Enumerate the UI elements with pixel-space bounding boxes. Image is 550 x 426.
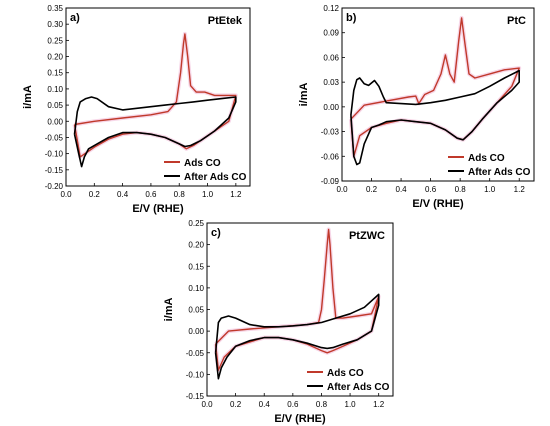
x-tick-label: 0.6 xyxy=(145,190,157,199)
y-tick-label: 0.30 xyxy=(47,20,63,29)
plot-frame xyxy=(341,7,535,182)
x-tick-label: 0.0 xyxy=(60,190,72,199)
series-glow xyxy=(213,227,381,373)
legend-entry: After Ads CO xyxy=(468,167,531,178)
panel-title: PtEtek xyxy=(208,15,243,27)
series-glow xyxy=(72,31,238,159)
y-tick-label: 0.35 xyxy=(47,4,63,13)
y-tick-label: 0.06 xyxy=(323,53,339,62)
panel-c: -0.15 -0.10 -0.05 0.00 0.05 0.10 0.15 0.20 0.25 0… xyxy=(163,219,394,425)
x-tick-label: 1.2 xyxy=(373,400,385,409)
x-tick-label: 0.0 xyxy=(201,400,213,409)
panel-title: PtC xyxy=(507,15,526,27)
plot-frame xyxy=(206,222,394,397)
x-tick-label: 0.6 xyxy=(425,185,437,194)
y-tick-label: 0.20 xyxy=(188,241,204,250)
series-line-ads-co xyxy=(214,228,380,371)
y-axis-label: i/mA xyxy=(163,298,175,322)
panel-b: -0.09 -0.06 -0.03 0.00 0.03 0.06 0.09 0.12 0.0 0.… xyxy=(298,4,535,210)
y-tick-label: 0.05 xyxy=(188,306,204,315)
y-tick-label: -0.06 xyxy=(321,152,340,161)
y-tick-label: 0.15 xyxy=(47,69,63,78)
y-tick-label: -0.05 xyxy=(45,133,64,142)
legend-entry: After Ads CO xyxy=(184,172,247,183)
plot-frame xyxy=(65,7,251,187)
y-tick-label: 0.15 xyxy=(188,262,204,271)
y-tick-label: 0.00 xyxy=(323,103,339,112)
y-tick-label: -0.03 xyxy=(321,128,340,137)
x-tick-label: 0.6 xyxy=(287,400,299,409)
panel-title: PtZWC xyxy=(349,230,385,242)
x-tick-label: 0.2 xyxy=(366,185,378,194)
x-axis-label: E/V (RHE) xyxy=(412,198,464,210)
y-tick-label: -0.15 xyxy=(45,166,64,175)
x-tick-label: 0.8 xyxy=(455,185,467,194)
x-tick-label: 0.8 xyxy=(316,400,328,409)
legend-entry: After Ads CO xyxy=(327,382,390,393)
panel-label: c) xyxy=(211,227,221,239)
series-line-after-ads-co xyxy=(350,69,521,166)
y-tick-label: 0.03 xyxy=(323,78,339,87)
y-tick-label: -0.20 xyxy=(45,182,64,191)
panel-label: a) xyxy=(70,12,80,24)
legend-entry: Ads CO xyxy=(327,368,364,379)
y-tick-label: -0.10 xyxy=(45,150,64,159)
x-axis-label: E/V (RHE) xyxy=(132,203,184,215)
x-tick-label: 0.4 xyxy=(117,190,129,199)
y-tick-label: 0.12 xyxy=(323,4,339,13)
y-tick-label: -0.10 xyxy=(186,370,205,379)
y-tick-label: 0.25 xyxy=(47,36,63,45)
y-axis-label: i/mA xyxy=(298,83,310,107)
y-tick-label: -0.09 xyxy=(321,177,340,186)
y-tick-label: -0.15 xyxy=(186,392,205,401)
x-tick-label: 0.4 xyxy=(259,400,271,409)
y-tick-label: 0.09 xyxy=(323,29,339,38)
panel-label: b) xyxy=(346,12,357,24)
x-tick-label: 1.0 xyxy=(484,185,496,194)
y-tick-label: 0.00 xyxy=(188,327,204,336)
x-tick-label: 1.0 xyxy=(202,190,214,199)
legend-entry: Ads CO xyxy=(184,158,221,169)
legend-entry: Ads CO xyxy=(468,153,505,164)
x-tick-label: 1.2 xyxy=(514,185,526,194)
panel-a: -0.20-0.15-0.10-0.050.000.050.100.150.20… xyxy=(22,4,251,215)
series-line-after-ads-co xyxy=(73,96,237,168)
x-tick-label: 0.8 xyxy=(174,190,186,199)
y-axis-label: i/mA xyxy=(22,85,34,109)
x-axis-label: E/V (RHE) xyxy=(274,413,326,425)
x-tick-label: 1.2 xyxy=(230,190,242,199)
y-tick-label: 0.00 xyxy=(47,117,63,126)
y-tick-label: 0.20 xyxy=(47,53,63,62)
x-tick-label: 0.4 xyxy=(396,185,408,194)
y-tick-label: 0.25 xyxy=(188,219,204,228)
y-tick-label: 0.10 xyxy=(47,85,63,94)
y-tick-label: -0.05 xyxy=(186,349,205,358)
x-tick-label: 0.0 xyxy=(336,185,348,194)
y-tick-label: 0.10 xyxy=(188,284,204,293)
series-line-after-ads-co xyxy=(214,293,380,380)
x-tick-label: 0.2 xyxy=(230,400,242,409)
series-line-ads-co xyxy=(350,17,520,158)
x-tick-label: 0.2 xyxy=(89,190,101,199)
x-tick-label: 1.0 xyxy=(345,400,357,409)
y-tick-label: 0.05 xyxy=(47,101,63,110)
